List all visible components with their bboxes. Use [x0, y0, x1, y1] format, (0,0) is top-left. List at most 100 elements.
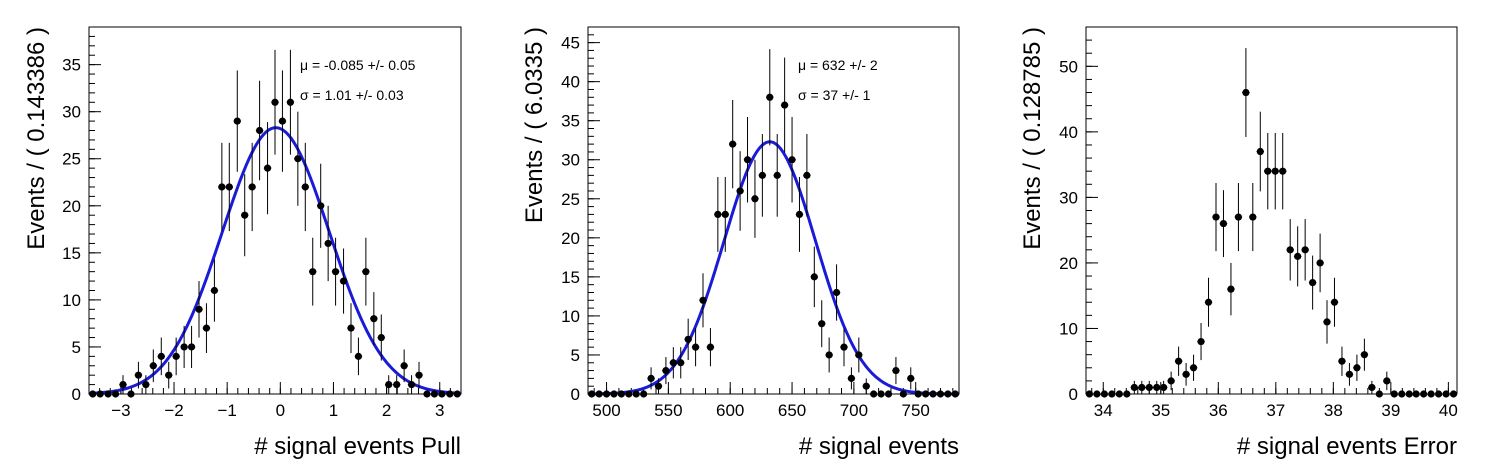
c0-data-point — [255, 126, 264, 135]
c2-data-point — [1301, 246, 1309, 254]
c1-data-point — [684, 335, 692, 343]
c2-data-point — [1294, 252, 1302, 260]
c1-data-point — [877, 390, 885, 398]
c1-x-axis-title: # signal events — [799, 433, 959, 460]
c2-data-point — [1093, 390, 1101, 398]
c2-data-point — [1353, 364, 1361, 372]
c2-data-point — [1204, 298, 1213, 306]
c1-data-point — [929, 390, 937, 398]
c2-x-tick-label: 35 — [1151, 401, 1170, 420]
c0-data-point — [400, 362, 408, 370]
c0-data-point — [309, 268, 317, 276]
c1-y-tick-label: 35 — [561, 112, 580, 131]
c0-y-tick-label: 35 — [62, 56, 81, 75]
c0-data-point — [385, 380, 393, 389]
c0-data-point — [370, 315, 378, 323]
c0-y-axis-title: Events / ( 0.143386 ) — [23, 27, 50, 250]
c0-x-tick-label: 0 — [276, 401, 285, 420]
c1-data-point — [610, 390, 618, 398]
c1-y-tick-label: 45 — [561, 34, 580, 53]
panel-signal-events-error: 34 35 36 37 38 39 40 0 10 20 30 40 50 # signal events… — [1019, 26, 1458, 460]
c0-data-point — [149, 362, 157, 370]
c2-data-point — [1434, 390, 1443, 398]
c0-data-point — [241, 211, 249, 219]
c1-data-point — [691, 343, 700, 351]
c1-data-point — [751, 195, 759, 203]
c0-data-point — [142, 380, 150, 389]
c1-data-point — [870, 390, 878, 398]
c1-data-point — [743, 156, 752, 164]
c1-gaussian-fit-curve — [587, 140, 959, 396]
c0-data-point — [248, 183, 256, 191]
c2-x-tick-label: 40 — [1439, 401, 1458, 420]
c0-data-point — [347, 324, 355, 332]
c0-data-point — [324, 239, 332, 248]
c1-fit-annotation: μ = 632 +/- 2 — [798, 57, 878, 73]
c2-data-point — [1130, 383, 1138, 392]
c1-x-tick-label: 650 — [778, 401, 806, 420]
c0-y-tick-label: 30 — [62, 103, 81, 122]
c1-data-point — [951, 390, 959, 398]
c2-y-tick-label: 40 — [1059, 123, 1078, 142]
c2-data-point — [1345, 370, 1354, 378]
c2-plot-frame — [1085, 26, 1458, 395]
c1-data-point — [669, 359, 677, 367]
c1-data-point — [862, 382, 870, 390]
c2-y-axis-title: Events / ( 0.128785 ) — [1019, 27, 1046, 250]
c2-data-point — [1256, 147, 1264, 156]
c0-y-tick-label: 0 — [72, 385, 81, 404]
c1-data-point — [944, 390, 952, 398]
c2-data-point — [1234, 213, 1243, 221]
c1-data-point — [788, 156, 796, 164]
c0-y-tick-label: 20 — [62, 197, 81, 216]
c1-data-point — [640, 390, 648, 398]
c1-data-point — [617, 390, 625, 398]
c2-data-point — [1412, 390, 1420, 398]
c2-data-point — [1197, 337, 1205, 346]
c0-x-tick-label: 3 — [435, 401, 444, 420]
c2-data-point — [1167, 377, 1175, 385]
c2-data-point — [1264, 167, 1272, 175]
c0-data-point — [407, 380, 416, 389]
c2-data-point — [1368, 383, 1376, 392]
c0-data-point — [271, 98, 279, 106]
c0-data-point — [104, 390, 112, 398]
c1-x-tick-label: 750 — [902, 401, 930, 420]
c1-x-tick-label: 500 — [592, 401, 620, 420]
c0-data-point — [119, 380, 127, 389]
c1-y-tick-label: 0 — [571, 385, 580, 404]
c2-data-point — [1189, 364, 1198, 372]
c2-y-tick-label: 20 — [1059, 254, 1078, 273]
c0-data-point — [218, 183, 226, 191]
c0-data-point — [453, 390, 461, 398]
c1-y-tick-label: 25 — [561, 190, 580, 209]
c1-data-point — [632, 390, 640, 398]
c0-data-point — [339, 277, 348, 285]
c1-data-point — [766, 93, 774, 101]
c0-data-point — [317, 202, 325, 210]
c2-data-point — [1390, 390, 1398, 398]
c0-x-tick-label: 2 — [382, 401, 391, 420]
c2-x-tick-label: 38 — [1324, 401, 1343, 420]
c1-data-point — [899, 390, 907, 398]
c1-data-point — [773, 171, 781, 179]
c2-x-tick-label: 36 — [1209, 401, 1228, 420]
c1-data-point — [936, 390, 945, 398]
c0-data-point — [157, 352, 165, 360]
c0-data-point — [362, 268, 370, 276]
c2-data-point — [1360, 351, 1368, 359]
c0-data-point — [96, 390, 104, 398]
c0-x-tick-label: −3 — [111, 401, 130, 420]
c1-data-point — [803, 171, 811, 179]
c0-data-point — [172, 352, 180, 360]
c2-data-point — [1153, 383, 1161, 392]
c1-data-point — [588, 390, 596, 398]
c1-data-point — [855, 351, 863, 359]
c0-data-point — [294, 155, 302, 163]
c2-data-point — [1160, 383, 1168, 392]
c0-y-tick-label: 15 — [62, 244, 81, 263]
c1-data-point — [907, 374, 915, 382]
c2-data-point — [1338, 357, 1346, 365]
